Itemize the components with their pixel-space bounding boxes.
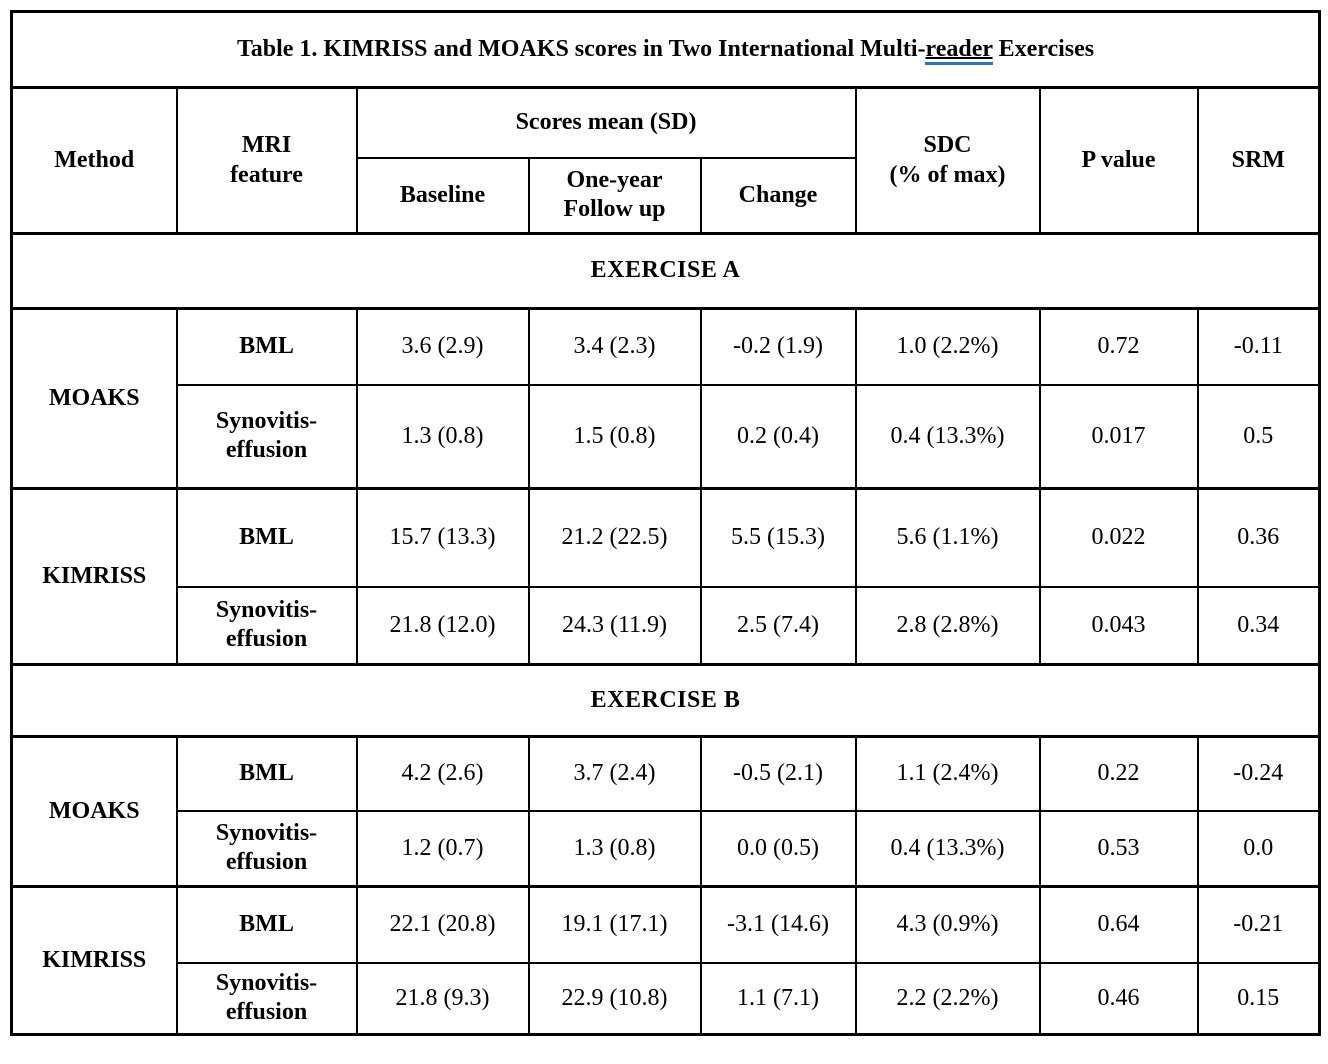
section-row-exercise-b: EXERCISE B: [10, 663, 1321, 738]
value-cell-followup: 3.7 (2.4): [527, 735, 702, 812]
value-cell-followup: 24.3 (11.9): [527, 585, 702, 666]
value-cell-srm: -0.11: [1196, 307, 1321, 386]
value-cell-srm: 0.15: [1196, 961, 1321, 1036]
value-cell-change: 0.2 (0.4): [699, 383, 857, 490]
row-b-kimriss-synovitis: Synovitis- effusion 21.8 (9.3) 22.9 (10.…: [12, 961, 1321, 1036]
value-cell-followup: 1.3 (0.8): [527, 809, 702, 888]
table-title-underlined-word: reader: [925, 35, 993, 65]
value-cell-srm: -0.24: [1196, 735, 1321, 812]
value-cell-p: 0.53: [1038, 809, 1199, 888]
value-cell-baseline: 21.8 (12.0): [355, 585, 530, 666]
row-a-moaks-bml: MOAKS BML 3.6 (2.9) 3.4 (2.3) -0.2 (1.9)…: [10, 307, 1321, 490]
row-b-moaks-bml: MOAKS BML 4.2 (2.6) 3.7 (2.4) -0.5 (2.1)…: [10, 735, 1321, 888]
value-cell-followup: 22.9 (10.8): [527, 961, 702, 1036]
method-cell-moaks: MOAKS: [10, 307, 178, 490]
feature-cell-bml: BML: [175, 487, 358, 588]
method-cell-kimriss: KIMRISS: [10, 487, 178, 666]
value-cell-followup: 21.2 (22.5): [527, 487, 702, 588]
value-cell-followup: 1.5 (0.8): [527, 383, 702, 490]
col-header-one-year-follow-up: One-year Follow up: [527, 156, 702, 235]
section-header-exercise-b: EXERCISE B: [10, 663, 1321, 738]
value-cell-sdc: 1.0 (2.2%): [854, 307, 1041, 386]
value-cell-change: 2.5 (7.4): [699, 585, 857, 666]
value-cell-p: 0.022: [1038, 487, 1199, 588]
value-cell-sdc: 1.1 (2.4%): [854, 735, 1041, 812]
value-cell-baseline: 1.3 (0.8): [355, 383, 530, 490]
feature-cell-synovitis-effusion: Synovitis- effusion: [175, 585, 358, 666]
value-cell-baseline: 1.2 (0.7): [355, 809, 530, 888]
value-cell-p: 0.72: [1038, 307, 1199, 386]
col-header-change: Change: [699, 156, 857, 235]
value-cell-baseline: 3.6 (2.9): [355, 307, 530, 386]
value-cell-p: 0.64: [1038, 885, 1199, 964]
value-cell-baseline: 21.8 (9.3): [355, 961, 530, 1036]
feature-cell-synovitis-effusion: Synovitis- effusion: [175, 383, 358, 490]
value-cell-srm: 0.5: [1196, 383, 1321, 490]
row-a-moaks-synovitis: Synovitis- effusion 1.3 (0.8) 1.5 (0.8) …: [12, 383, 1321, 490]
value-cell-srm: 0.0: [1196, 809, 1321, 888]
table-title-suffix: Exercises: [992, 35, 1095, 62]
table-1-kimriss-moaks: Table 1. KIMRISS and MOAKS scores in Two…: [10, 10, 1322, 1036]
header-row-sub: Baseline One-year Follow up Change: [12, 156, 1320, 235]
feature-cell-synovitis-effusion: Synovitis- effusion: [175, 809, 358, 888]
feature-cell-synovitis-effusion: Synovitis- effusion: [175, 961, 358, 1036]
value-cell-sdc: 2.8 (2.8%): [854, 585, 1041, 666]
value-cell-sdc: 4.3 (0.9%): [854, 885, 1041, 964]
value-cell-followup: 3.4 (2.3): [527, 307, 702, 386]
method-cell-moaks: MOAKS: [10, 735, 178, 888]
value-cell-sdc: 0.4 (13.3%): [854, 383, 1041, 490]
value-cell-change: 5.5 (15.3): [699, 487, 857, 588]
value-cell-change: 0.0 (0.5): [699, 809, 857, 888]
value-cell-baseline: 22.1 (20.8): [355, 885, 530, 964]
value-cell-p: 0.017: [1038, 383, 1199, 490]
value-cell-srm: 0.34: [1196, 585, 1321, 666]
value-cell-sdc: 2.2 (2.2%): [854, 961, 1041, 1036]
method-cell-kimriss: KIMRISS: [10, 885, 178, 1036]
col-header-scores-mean: Scores mean (SD): [355, 86, 857, 159]
col-header-method: Method: [10, 86, 178, 235]
value-cell-srm: 0.36: [1196, 487, 1321, 588]
table-title-prefix: Table 1. KIMRISS and MOAKS scores in Two…: [236, 35, 926, 62]
value-cell-change: 1.1 (7.1): [699, 961, 857, 1036]
value-cell-p: 0.46: [1038, 961, 1199, 1036]
col-header-baseline: Baseline: [355, 156, 530, 235]
row-a-kimriss-bml: KIMRISS BML 15.7 (13.3) 21.2 (22.5) 5.5 …: [10, 487, 1321, 666]
value-cell-baseline: 4.2 (2.6): [355, 735, 530, 812]
row-a-kimriss-synovitis: Synovitis- effusion 21.8 (12.0) 24.3 (11…: [12, 585, 1321, 666]
value-cell-baseline: 15.7 (13.3): [355, 487, 530, 588]
value-cell-p: 0.22: [1038, 735, 1199, 812]
col-header-p-value: P value: [1038, 86, 1199, 235]
feature-cell-bml: BML: [175, 307, 358, 386]
header-row-top: Method MRI feature Scores mean (SD) SDC …: [10, 86, 1321, 235]
row-b-kimriss-bml: KIMRISS BML 22.1 (20.8) 19.1 (17.1) -3.1…: [10, 885, 1321, 1036]
value-cell-srm: -0.21: [1196, 885, 1321, 964]
value-cell-change: -0.5 (2.1): [699, 735, 857, 812]
value-cell-p: 0.043: [1038, 585, 1199, 666]
feature-cell-bml: BML: [175, 735, 358, 812]
value-cell-sdc: 5.6 (1.1%): [854, 487, 1041, 588]
value-cell-followup: 19.1 (17.1): [527, 885, 702, 964]
col-header-sdc: SDC (% of max): [854, 86, 1041, 235]
value-cell-sdc: 0.4 (13.3%): [854, 809, 1041, 888]
feature-cell-bml: BML: [175, 885, 358, 964]
section-row-exercise-a: EXERCISE A: [10, 232, 1321, 310]
section-header-exercise-a: EXERCISE A: [10, 232, 1321, 310]
table-title: Table 1. KIMRISS and MOAKS scores in Two…: [10, 10, 1321, 89]
col-header-mri-feature: MRI feature: [175, 86, 358, 235]
title-row: Table 1. KIMRISS and MOAKS scores in Two…: [10, 10, 1321, 89]
row-b-moaks-synovitis: Synovitis- effusion 1.2 (0.7) 1.3 (0.8) …: [12, 809, 1321, 888]
col-header-srm: SRM: [1196, 86, 1321, 235]
value-cell-change: -3.1 (14.6): [699, 885, 857, 964]
value-cell-change: -0.2 (1.9): [699, 307, 857, 386]
